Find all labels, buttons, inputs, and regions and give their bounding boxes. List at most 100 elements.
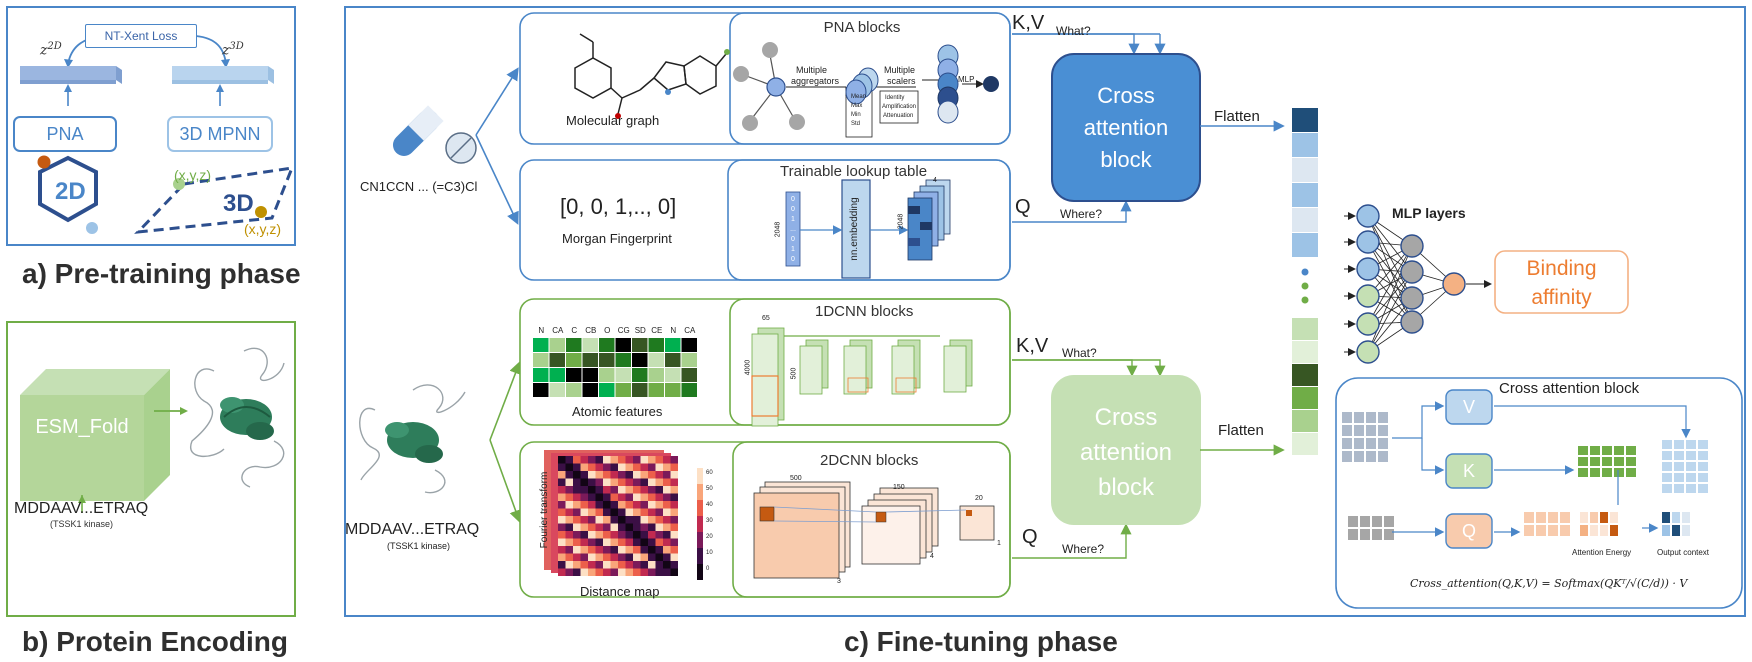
distance-map-cell <box>648 486 656 494</box>
atomic-header-3: CB <box>585 326 597 335</box>
fp-vector-entry: 0 <box>791 236 795 243</box>
esm-label: ESM_Fold <box>35 416 129 438</box>
distance-map-cell <box>573 531 581 539</box>
z3d-bar <box>172 66 268 80</box>
atom-green <box>173 178 185 190</box>
distance-map-cell <box>580 486 588 494</box>
attention-energy-label: Attention Energy <box>1572 548 1632 557</box>
esm-cube-side <box>144 369 170 501</box>
distance-map-cell <box>633 456 641 464</box>
distance-map-cell <box>648 523 656 531</box>
distance-map-cell <box>663 546 671 554</box>
distance-map-cell <box>588 561 596 569</box>
distance-map-cell <box>558 508 566 516</box>
v-output-grid <box>1686 440 1696 449</box>
distance-map-cell <box>648 456 656 464</box>
distance-map-cell <box>565 531 573 539</box>
distance-map-cell <box>558 463 566 471</box>
distance-map-cell <box>580 456 588 464</box>
q-input-grid <box>1384 529 1394 540</box>
distance-map-cell <box>618 486 626 494</box>
mpnn-label: 3D MPNN <box>179 124 261 144</box>
protein-seq-b: MDDAAV...ETRAQ <box>14 500 149 517</box>
q-input-grid <box>1360 516 1370 527</box>
distance-map-cell <box>595 523 603 531</box>
distance-map-cell <box>663 501 671 509</box>
atomic-header-6: SD <box>634 326 646 335</box>
distance-map-cell <box>625 561 633 569</box>
kv-input-grid <box>1354 438 1364 449</box>
distance-map-cell <box>648 501 656 509</box>
cnn2d-dim-4: 4 <box>930 553 934 560</box>
protein-structure-icon <box>189 347 285 488</box>
cab-title: Cross attention block <box>1499 380 1640 397</box>
distance-map-cell <box>633 501 641 509</box>
mol-graph-label: Molecular graph <box>566 113 660 128</box>
binding-affinity-label: Binding affinity <box>1495 254 1628 312</box>
distance-map-cell <box>640 516 648 524</box>
distance-map-cell <box>648 531 656 539</box>
plane-3d-icon <box>134 166 295 234</box>
distance-map-cell <box>633 478 641 486</box>
cnn1d-dim-65: 65 <box>762 315 770 322</box>
distance-map-cell <box>573 561 581 569</box>
v-output-grid <box>1698 462 1708 471</box>
distance-map-cell <box>603 523 611 531</box>
distance-map-cell <box>595 531 603 539</box>
distance-map-cell <box>573 501 581 509</box>
q-label-top: Q <box>1015 196 1031 218</box>
distance-map-cell <box>595 471 603 479</box>
label-2d: 2D <box>55 178 86 205</box>
cnn1d-dim-4000: 4000 <box>744 359 752 376</box>
atomic-cell <box>582 368 598 382</box>
atomic-cell <box>648 338 664 352</box>
caption-c: c) Fine-tuning phase <box>844 626 1118 657</box>
distance-map-cell <box>603 501 611 509</box>
attention-energy-grid <box>1610 512 1618 523</box>
kv-input-grid <box>1366 438 1376 449</box>
distance-map-cell <box>670 546 678 554</box>
attention-energy-grid <box>1590 512 1598 523</box>
multiple-scalers-2: scalers <box>887 76 916 86</box>
distance-map-cell <box>640 508 648 516</box>
distance-map-cell <box>588 516 596 524</box>
distance-map-cell <box>648 508 656 516</box>
k-output-grid <box>1614 468 1624 477</box>
distance-map-cell <box>580 561 588 569</box>
distance-map-cell <box>655 478 663 486</box>
distance-map-cell <box>625 568 633 576</box>
distance-map-cell <box>640 538 648 546</box>
agg-min: Min <box>851 112 861 118</box>
distance-map-cell <box>565 478 573 486</box>
distance-map-cell <box>618 471 626 479</box>
distance-map-cell <box>670 553 678 561</box>
attention-energy-grid <box>1600 512 1608 523</box>
distance-map-cell <box>610 523 618 531</box>
output-context-grid <box>1672 512 1680 523</box>
distance-map-cell <box>565 546 573 554</box>
pretraining-diagram <box>20 35 295 234</box>
distance-map-cell <box>625 486 633 494</box>
kv-input-grid <box>1354 451 1364 462</box>
distance-map-cell <box>573 568 581 576</box>
distance-map-cell <box>633 516 641 524</box>
colorbar-tick: 50 <box>706 486 713 492</box>
ca-green-line1: Cross <box>1094 404 1158 431</box>
k-output-grid <box>1578 468 1588 477</box>
distance-map-cell <box>603 561 611 569</box>
fp-vector-entry: 1 <box>791 246 795 253</box>
v-output-grid <box>1662 462 1672 471</box>
distance-map-cell <box>663 531 671 539</box>
esm-cube-top <box>20 369 170 395</box>
distance-map-cell <box>573 456 581 464</box>
cnn1d-dim-500: 500 <box>790 367 798 380</box>
distance-map-cell <box>633 523 641 531</box>
atomic-cell <box>533 338 549 352</box>
kv-input-grid <box>1366 451 1376 462</box>
distance-map-cell <box>603 463 611 471</box>
distance-map-cell <box>640 531 648 539</box>
fingerprint-value: [0, 0, 1,.., 0] <box>560 194 677 219</box>
k-output-grid <box>1602 468 1612 477</box>
distance-map-cell <box>558 568 566 576</box>
colorbar-segment <box>697 532 703 548</box>
